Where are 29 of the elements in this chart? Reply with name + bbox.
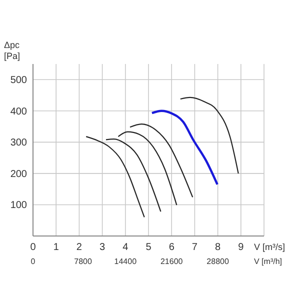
x-tick-label: 0 (30, 242, 36, 253)
x2-tick-label: 21600 (160, 257, 184, 266)
x-axis-title: V [m³/s] (254, 242, 285, 252)
line-series (180, 96, 239, 174)
x2-tick-label: 28800 (206, 257, 230, 266)
y-tick-label: 400 (10, 106, 28, 118)
y-tick-label: 500 (10, 75, 28, 86)
x-tick-label: 8 (215, 242, 222, 253)
x2-tick-label: 0 (30, 257, 36, 266)
x2-tick-label: 7800 (74, 257, 92, 266)
line-series (150, 110, 218, 186)
x-tick-label: 9 (238, 242, 244, 253)
line-series (105, 138, 162, 212)
y-tick-label: 100 (10, 200, 28, 212)
y-tick-label: 200 (10, 168, 28, 180)
line-series (118, 131, 178, 206)
x-tick-label: 4 (122, 242, 129, 253)
line-series (86, 136, 145, 218)
x-tick-label: 5 (146, 242, 152, 253)
y-tick-label: 300 (10, 138, 28, 149)
x-tick-label: 2 (76, 242, 82, 253)
x-tick-label: 7 (192, 242, 198, 253)
x-tick-label: 6 (168, 242, 175, 253)
x2-tick-label: 14400 (114, 257, 138, 266)
x-tick-label: 1 (53, 242, 60, 253)
x2-axis-title: V [m³/h] (254, 257, 282, 266)
y-axis-title: Δpc [Pa] (4, 40, 20, 61)
line-series (129, 123, 194, 198)
x-tick-label: 3 (100, 242, 106, 253)
